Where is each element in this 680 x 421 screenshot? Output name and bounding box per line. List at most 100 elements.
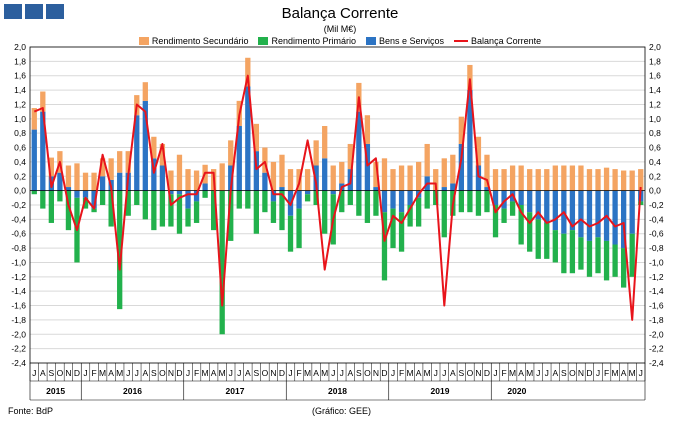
bar-rendimento-secundario bbox=[108, 158, 114, 180]
x-tick-label: A bbox=[142, 368, 148, 378]
bar-rendimento-secundario bbox=[569, 165, 576, 191]
x-tick-label: J bbox=[331, 368, 335, 378]
bar-rendimento-primario bbox=[381, 212, 388, 281]
bar-rendimento-secundario bbox=[638, 169, 644, 191]
bar-rendimento-secundario bbox=[501, 169, 507, 191]
x-tick-label: J bbox=[545, 368, 549, 378]
y-tick-label-left: 1,0 bbox=[14, 114, 26, 124]
bar-bens-servicos bbox=[279, 187, 285, 191]
x-tick-label: J bbox=[434, 368, 438, 378]
bar-rendimento-primario bbox=[484, 190, 490, 213]
x-tick-label: S bbox=[254, 368, 260, 378]
bar-rendimento-primario bbox=[458, 190, 465, 213]
bar-rendimento-primario bbox=[151, 190, 157, 231]
x-tick-label: O bbox=[364, 368, 371, 378]
bar-rendimento-primario bbox=[467, 190, 473, 213]
legend: Rendimento Secundário Rendimento Primári… bbox=[0, 36, 680, 46]
x-tick-label: J bbox=[596, 368, 600, 378]
bar-rendimento-secundario bbox=[509, 165, 516, 191]
bar-rendimento-primario bbox=[364, 190, 371, 223]
bar-rendimento-secundario bbox=[99, 158, 106, 177]
x-tick-label: M bbox=[629, 368, 636, 378]
bar-rendimento-secundario bbox=[287, 169, 294, 191]
y-tick-label-left: 0,0 bbox=[14, 186, 26, 196]
x-tick-label: S bbox=[49, 368, 55, 378]
x-tick-label: F bbox=[296, 368, 301, 378]
x-tick-label: D bbox=[279, 368, 285, 378]
bar-bens-servicos bbox=[407, 190, 413, 205]
x-tick-label: J bbox=[493, 368, 497, 378]
legend-item-primario: Rendimento Primário bbox=[258, 36, 356, 46]
y-tick-label-right: -0,2 bbox=[649, 200, 664, 210]
y-tick-label-right: 1,0 bbox=[649, 114, 661, 124]
x-tick-label: A bbox=[313, 368, 319, 378]
bar-rendimento-secundario bbox=[415, 161, 422, 191]
bar-rendimento-secundario bbox=[48, 157, 55, 177]
bar-bens-servicos bbox=[31, 129, 37, 191]
bar-rendimento-primario bbox=[561, 233, 567, 274]
bar-rendimento-primario bbox=[407, 205, 413, 227]
bar-rendimento-primario bbox=[569, 230, 576, 274]
y-tick-label-left: -0,6 bbox=[11, 229, 26, 239]
bar-rendimento-primario bbox=[82, 197, 89, 209]
legend-swatch-primario bbox=[258, 37, 269, 45]
legend-label-bens: Bens e Serviços bbox=[379, 36, 445, 46]
y-tick-label-left: 2,0 bbox=[14, 42, 26, 52]
bar-rendimento-primario bbox=[356, 190, 362, 216]
bar-rendimento-primario bbox=[424, 190, 430, 209]
bar-rendimento-primario bbox=[65, 190, 72, 231]
bar-rendimento-primario bbox=[544, 222, 550, 259]
y-tick-label-right: 1,2 bbox=[649, 99, 661, 109]
x-tick-label: O bbox=[57, 368, 64, 378]
x-tick-label: D bbox=[176, 368, 182, 378]
bar-rendimento-primario bbox=[134, 190, 140, 205]
legend-item-secundario: Rendimento Secundário bbox=[138, 36, 249, 46]
bar-rendimento-secundario bbox=[262, 147, 268, 173]
x-tick-label: J bbox=[32, 368, 36, 378]
y-tick-label-left: 0,6 bbox=[14, 143, 26, 153]
bar-bens-servicos bbox=[117, 172, 123, 191]
y-tick-label-right: -1,2 bbox=[649, 272, 664, 282]
source-note: Fonte: BdP bbox=[8, 406, 54, 416]
x-tick-label: S bbox=[151, 368, 157, 378]
bar-bens-servicos bbox=[202, 183, 208, 191]
bar-bens-servicos bbox=[569, 190, 576, 231]
legend-label-secundario: Rendimento Secundário bbox=[151, 36, 249, 46]
bar-bens-servicos bbox=[501, 190, 507, 209]
y-tick-label-right: -1,0 bbox=[649, 257, 664, 267]
bar-rendimento-secundario bbox=[467, 64, 473, 91]
bar-bens-servicos bbox=[356, 111, 362, 191]
bar-rendimento-secundario bbox=[561, 165, 567, 191]
bar-bens-servicos bbox=[40, 111, 46, 191]
bar-rendimento-secundario bbox=[433, 169, 439, 191]
x-tick-label: A bbox=[40, 368, 46, 378]
bar-rendimento-primario bbox=[638, 201, 644, 205]
y-tick-label-left: -2,0 bbox=[11, 329, 26, 339]
x-tick-label: J bbox=[639, 368, 643, 378]
bar-bens-servicos bbox=[475, 165, 482, 191]
bar-rendimento-primario bbox=[492, 205, 499, 238]
y-tick-label-right: 1,8 bbox=[649, 56, 661, 66]
bar-bens-servicos bbox=[185, 190, 191, 209]
x-tick-label: M bbox=[612, 368, 619, 378]
bar-rendimento-secundario bbox=[82, 172, 89, 191]
bar-rendimento-primario bbox=[185, 208, 191, 227]
bar-bens-servicos bbox=[373, 187, 379, 191]
bar-rendimento-primario bbox=[595, 237, 601, 274]
bar-rendimento-secundario bbox=[381, 158, 388, 191]
bar-bens-servicos bbox=[236, 126, 242, 191]
x-tick-label: D bbox=[484, 368, 490, 378]
bar-rendimento-primario bbox=[57, 190, 63, 202]
bar-rendimento-primario bbox=[210, 190, 217, 231]
year-label: 2016 bbox=[123, 386, 142, 396]
chart-subtitle: (Mil M€) bbox=[323, 24, 357, 34]
bar-rendimento-secundario bbox=[176, 154, 183, 191]
bar-rendimento-secundario bbox=[322, 126, 328, 159]
bar-rendimento-secundario bbox=[407, 165, 413, 191]
y-tick-label-left: -0,8 bbox=[11, 243, 26, 253]
bar-rendimento-secundario bbox=[441, 158, 447, 188]
bar-bens-servicos bbox=[245, 86, 251, 191]
bar-bens-servicos bbox=[151, 158, 157, 191]
bar-rendimento-secundario bbox=[347, 143, 353, 170]
bar-bens-servicos bbox=[193, 190, 200, 202]
